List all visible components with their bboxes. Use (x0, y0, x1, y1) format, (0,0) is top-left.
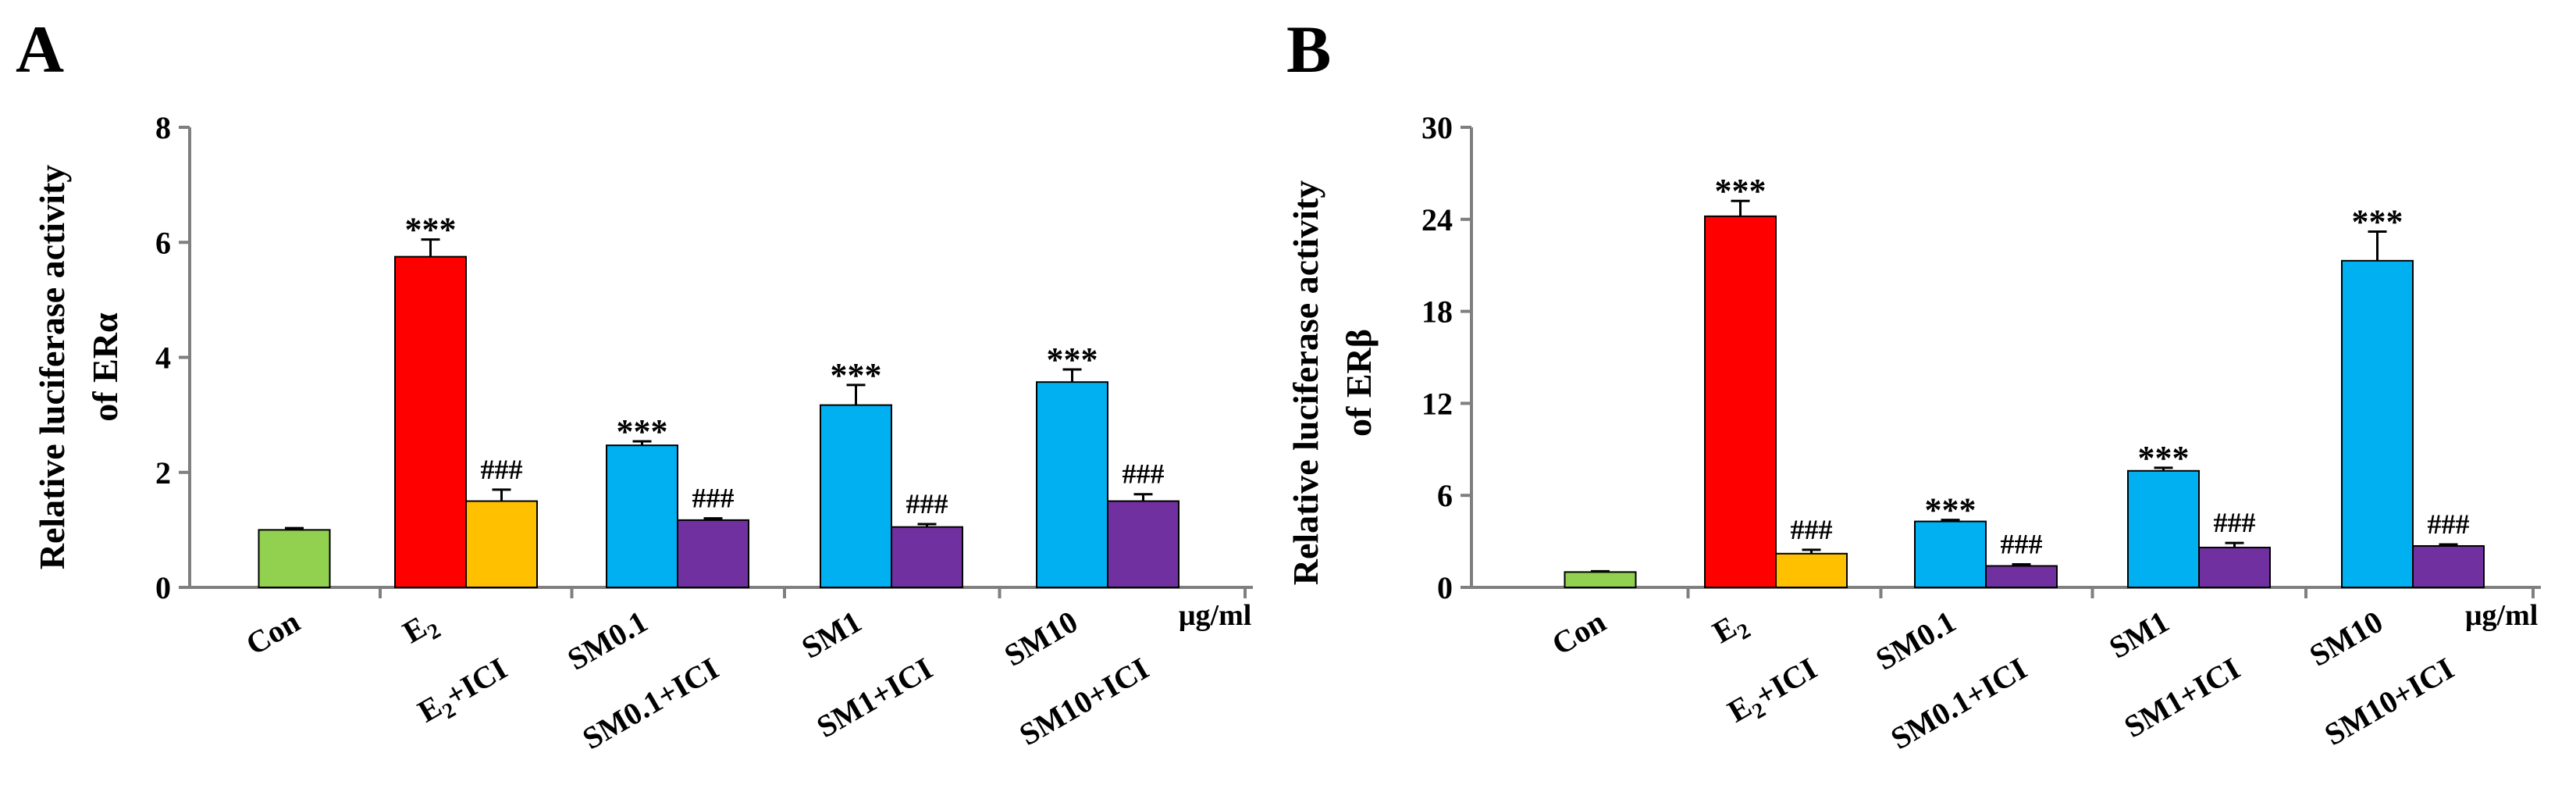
panel-a-significance-label: *** (1047, 341, 1098, 379)
panel-a-bars: *** ### *** ### *** ### *** ### (258, 211, 1179, 589)
panel-b-category-label: SM0.1 (1870, 604, 1962, 677)
panel-a-category-label-text: Con (240, 604, 305, 662)
panel-a-bar-2 (465, 500, 538, 588)
panel-b-ylabel-line2: of ERβ (1339, 329, 1379, 437)
panel-a-bar-7 (1036, 381, 1108, 588)
panel-b-significance-label: ### (2428, 508, 2470, 540)
panel-b-significance-label: *** (2352, 203, 2403, 241)
panel-a-category-label: E2 (397, 604, 445, 655)
panel-b-bar-0 (1564, 571, 1637, 588)
panel-b-significance-label: *** (1925, 491, 1976, 530)
panel-b-bar-4 (1985, 565, 2058, 588)
panel-b-category-label-text: SM1+ICI (2119, 651, 2246, 744)
panel-b-bar-5 (2127, 469, 2200, 589)
panel-a-category-label: SM10 (998, 604, 1083, 673)
panel-b-category-label-text: SM0.1 (1870, 604, 1962, 677)
panel-b-category-label: SM1+ICI (2119, 651, 2246, 744)
panel-a-y-tick-label: 8 (155, 110, 171, 145)
panel-b-unit-label: μg/ml (2465, 599, 2538, 632)
panel-b-label: B (1286, 12, 1331, 87)
panel-b-category-label-text: SM0.1+ICI (1885, 651, 2033, 756)
panel-b-y-tick-label: 6 (1437, 478, 1453, 513)
panel-a-y-tick-label: 6 (155, 225, 171, 260)
panel-a-significance-label: *** (617, 412, 668, 451)
panel-a-category-label-text: SM1 (795, 604, 867, 665)
panel-a-category-label: E2+ICI (412, 651, 516, 735)
panel-a-category-label: SM1+ICI (811, 651, 938, 744)
panel-a-category-label-text: SM10 (998, 604, 1083, 673)
panel-b-bar-2 (1775, 552, 1848, 588)
panel-a-category-label-text: SM0.1+ICI (577, 651, 724, 756)
panel-a-bar-8 (1107, 500, 1179, 588)
panel-a-significance-label: ### (1123, 459, 1165, 490)
panel-a-significance-label: ### (692, 483, 735, 514)
panel-b-significance-label: *** (1715, 172, 1767, 210)
panel-b-bar-8 (2412, 544, 2485, 588)
panel-a-ylabel-prefix: of ER (85, 332, 125, 422)
panel-b-category-label: SM10+ICI (2318, 651, 2460, 752)
panel-a-label: A (16, 12, 64, 87)
panel-b-category-label: E2 (1706, 604, 1755, 655)
panel-b-bar-7 (2341, 259, 2414, 588)
panel-b-category-label: Con (1546, 604, 1611, 662)
panel-b-y-tick-label: 12 (1421, 386, 1453, 421)
panel-b-bar-6 (2198, 546, 2271, 588)
panel-b-category-label-text: Con (1546, 604, 1611, 662)
panel-a-bar-4 (677, 519, 749, 589)
panel-b-y-tick-label: 18 (1421, 294, 1453, 330)
panel-a-significance-label: *** (831, 356, 882, 394)
panel-a-category-label: SM0.1+ICI (577, 651, 724, 756)
panel-a-bar-1 (394, 255, 467, 588)
panel-a-category-label: SM10+ICI (1013, 651, 1155, 752)
panel-b-ylabel-prefix: of ER (1339, 347, 1379, 437)
panel-a-ylabel-symbol: α (85, 312, 125, 333)
panel-a-category-label-text: SM10+ICI (1013, 651, 1155, 752)
panel-a-category-label-text: SM1+ICI (811, 651, 938, 744)
panel-a-y-tick-label: 4 (155, 341, 171, 376)
panel-a-category-label-text: SM0.1 (561, 604, 653, 677)
panel-a-significance-label: *** (405, 211, 457, 249)
panel-b-significance-label: ### (2001, 529, 2043, 560)
panel-b-category-label-text: SM10+ICI (2318, 651, 2460, 752)
panel-a-bar-6 (891, 526, 963, 588)
panel-a-ylabel-line1: Relative luciferase activity (32, 165, 72, 570)
panel-b-y-tick-label: 30 (1421, 110, 1453, 145)
panel-a-bar-0 (258, 529, 331, 588)
panel-a-bar-3 (606, 444, 678, 588)
panel-a-unit-label: μg/ml (1179, 599, 1251, 632)
panel-a-ylabel-line2: of ERα (85, 312, 125, 422)
panel-b-category-label-text: SM1 (2103, 604, 2175, 665)
panel-b-bars: *** ### *** ### *** ### *** ### (1564, 172, 2485, 589)
panel-b-category-label: SM10 (2304, 604, 2389, 673)
panel-b-ylabel-line1: Relative luciferase activity (1286, 180, 1325, 586)
panel-a-category-label: Con (240, 604, 305, 662)
panel-b-significance-label: ### (2214, 507, 2256, 538)
panel-b-significance-label: ### (1791, 514, 1833, 545)
panel-a-significance-label: ### (906, 488, 948, 519)
panel-a: A Relative luciferase activity of ERα 0 2… (16, 12, 1253, 756)
panel-a-category-label: SM1 (795, 604, 867, 665)
panel-b-category-label-text: SM10 (2304, 604, 2389, 673)
panel-b-bar-1 (1704, 215, 1777, 588)
panel-a-category-label: SM0.1 (561, 604, 653, 677)
panel-a-significance-label: ### (481, 454, 523, 485)
panel-b-significance-label: *** (2138, 439, 2190, 477)
panel-b-ylabel-symbol: β (1339, 329, 1379, 348)
panel-b-y-tick-label: 24 (1421, 202, 1453, 237)
panel-a-y-tick-label: 0 (155, 570, 171, 605)
panel-b-category-label: SM1 (2103, 604, 2175, 665)
panel-a-y-tick-label: 2 (155, 455, 171, 491)
panel-b-y-tick-label: 0 (1437, 570, 1453, 605)
panel-b-category-label: E2+ICI (1722, 651, 1826, 735)
panel-b-category-label: SM0.1+ICI (1885, 651, 2033, 756)
panel-b-bar-3 (1914, 520, 1987, 588)
panel-a-bar-5 (820, 404, 892, 589)
panel-b: B Relative luciferase activity of ERβ 0 6… (1286, 12, 2541, 756)
